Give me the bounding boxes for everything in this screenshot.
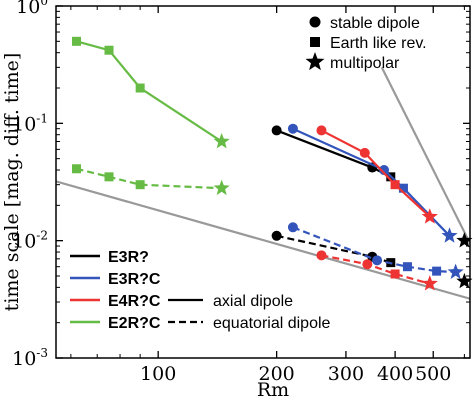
data-point-star: [441, 227, 458, 243]
data-point-star: [456, 272, 473, 289]
axes: 100 10-1 10-2 10-3 100 200 300 400 500: [12, 0, 470, 385]
data-point-square: [398, 183, 408, 193]
data-point-circle: [359, 147, 370, 158]
series-0: [271, 125, 396, 182]
steep-fit-line: [380, 66, 470, 244]
series-line: [321, 254, 431, 285]
legend-label: multipolar: [330, 55, 400, 72]
legend-marker-square: [310, 37, 320, 47]
series-line: [76, 40, 223, 143]
data-point-circle: [287, 123, 298, 134]
legend-series-label: E3R?C: [108, 271, 161, 288]
data-point-circle: [287, 222, 298, 233]
y-tick-label: 10-3: [12, 346, 48, 370]
data-point-square: [104, 45, 114, 55]
y-axis-label: time scale [mag. diff. time]: [1, 53, 23, 312]
data-point-circle: [372, 255, 383, 266]
legend-series-label: E4R?C: [108, 293, 161, 310]
series-line: [320, 129, 431, 218]
data-point-square: [402, 262, 412, 272]
data-point-star: [421, 208, 438, 224]
data-point-circle: [379, 165, 390, 176]
series-4: [316, 125, 438, 224]
x-axis-label: Rm: [257, 379, 289, 401]
data-point-square: [71, 164, 81, 174]
data-point-star: [421, 275, 438, 291]
series-layer: [71, 36, 473, 291]
legend-marker-circle: [309, 16, 321, 28]
data-point-circle: [271, 230, 282, 241]
series-8: [456, 232, 473, 248]
series-6: [71, 36, 230, 149]
legend-series-label: E3R?: [108, 249, 149, 266]
data-point-star: [447, 263, 464, 279]
plot-frame: [55, 5, 471, 359]
series-line: [292, 226, 456, 274]
series-line: [76, 167, 222, 190]
legend-style-label: axial dipole: [213, 293, 293, 310]
data-point-circle: [362, 259, 373, 270]
series-line: [276, 234, 392, 264]
legend-series-label: E2R?C: [108, 315, 161, 332]
series-line: [292, 127, 451, 237]
series-9: [456, 272, 473, 289]
data-point-square: [390, 180, 400, 190]
x-tick-label: 400: [377, 363, 413, 385]
reference-lines: [56, 66, 470, 300]
series-5: [316, 250, 438, 291]
data-point-square: [135, 83, 145, 93]
data-point-star: [213, 179, 230, 196]
legends: stable dipole Earth like rev. multipolar E3…: [70, 15, 427, 332]
series-2: [287, 123, 458, 243]
data-point-square: [104, 172, 114, 182]
data-point-star: [456, 232, 473, 248]
data-point-square: [432, 266, 442, 276]
legend-label: stable dipole: [330, 15, 420, 32]
x-tick-label: 300: [328, 363, 364, 385]
series-3: [287, 222, 464, 279]
legend-label: Earth like rev.: [330, 35, 427, 52]
data-point-circle: [271, 125, 282, 136]
y-tick-label: 100: [16, 0, 48, 18]
x-tick-label: 100: [140, 363, 176, 385]
series-7: [71, 164, 230, 196]
shallow-fit-line: [56, 180, 470, 300]
data-point-circle: [316, 250, 327, 261]
x-tick-label: 500: [415, 363, 451, 385]
data-point-star: [213, 133, 230, 149]
data-point-square: [135, 180, 145, 190]
data-point-square: [390, 269, 400, 279]
y-tick-label: 10-1: [12, 111, 48, 135]
data-point-circle: [316, 125, 327, 136]
x-tick-label: 200: [259, 363, 295, 385]
legend-style-label: equatorial dipole: [213, 315, 331, 332]
data-point-square: [71, 36, 81, 46]
y-tick-label: 10-2: [12, 229, 48, 253]
legend-marker-star: [305, 52, 325, 71]
